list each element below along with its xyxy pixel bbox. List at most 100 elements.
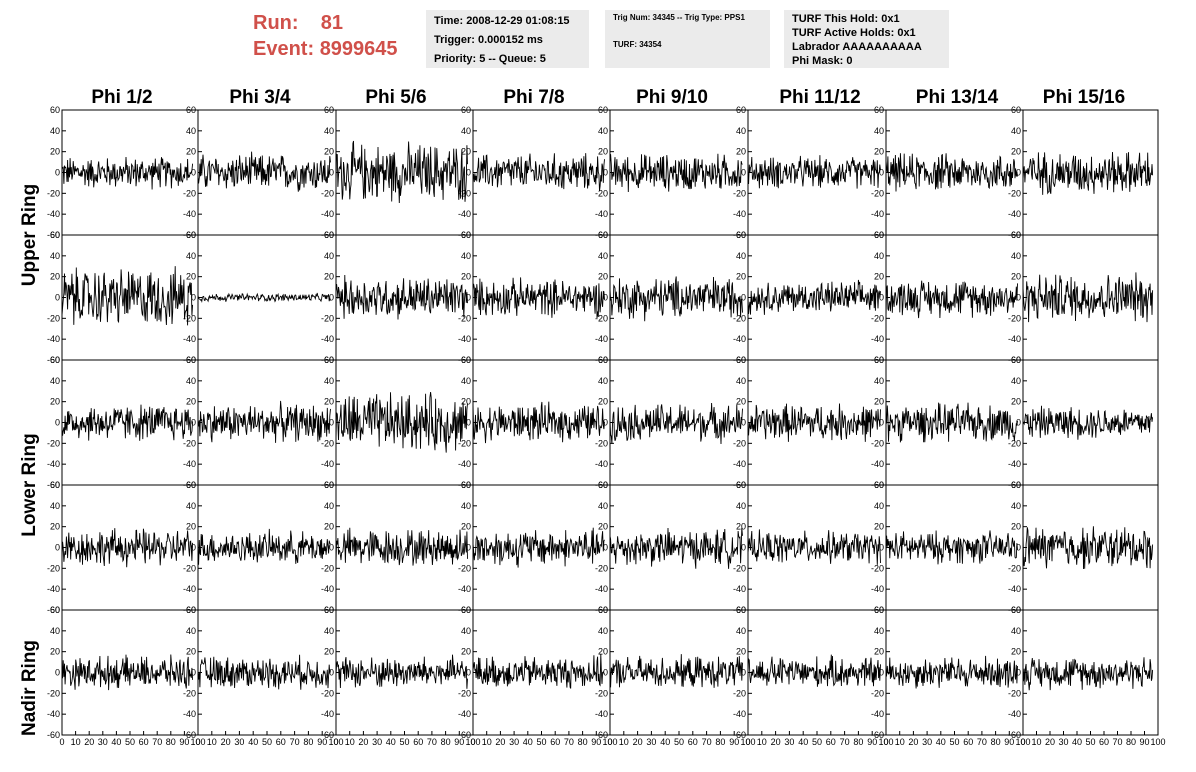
x-tick-label: 90 [729, 737, 739, 747]
y-tick-label: 40 [50, 626, 60, 636]
y-tick-label: 60 [186, 480, 196, 490]
x-tick-label: 80 [991, 737, 1001, 747]
y-tick-label: 20 [736, 522, 746, 532]
y-tick-label: -40 [1008, 209, 1021, 219]
x-tick-label: 40 [111, 737, 121, 747]
y-tick-label: 60 [1011, 230, 1021, 240]
x-tick-label: 70 [290, 737, 300, 747]
turf-active-holds-text: TURF Active Holds: 0x1 [792, 27, 916, 39]
y-tick-label: 0 [879, 293, 884, 303]
y-tick-label: 60 [50, 355, 60, 365]
y-tick-label: 60 [324, 355, 334, 365]
y-tick-label: 20 [186, 147, 196, 157]
y-tick-label: -40 [47, 584, 60, 594]
y-tick-label: -40 [595, 334, 608, 344]
y-tick-label: -40 [321, 334, 334, 344]
y-tick-label: 0 [329, 668, 334, 678]
y-tick-label: 40 [598, 626, 608, 636]
x-tick-label: 0 [745, 737, 750, 747]
y-tick-label: 60 [736, 480, 746, 490]
y-tick-label: 0 [191, 418, 196, 428]
x-tick-label: 80 [441, 737, 451, 747]
y-tick-label: -20 [871, 313, 884, 323]
y-tick-label: 20 [1011, 397, 1021, 407]
y-tick-label: 60 [50, 605, 60, 615]
y-tick-label: -20 [733, 563, 746, 573]
y-tick-label: 20 [50, 147, 60, 157]
y-tick-label: -20 [1008, 688, 1021, 698]
waveform-trace [472, 653, 605, 689]
y-tick-label: 20 [874, 522, 884, 532]
y-tick-label: 20 [50, 272, 60, 282]
y-tick-label: -20 [47, 188, 60, 198]
phi-label-11-12: Phi 11/12 [779, 87, 861, 108]
y-tick-label: 20 [324, 647, 334, 657]
y-tick-label: 0 [879, 168, 884, 178]
y-tick-label: 40 [186, 626, 196, 636]
y-tick-label: 0 [55, 418, 60, 428]
y-tick-label: 20 [598, 147, 608, 157]
y-tick-label: 60 [874, 355, 884, 365]
waveform-trace [472, 153, 605, 192]
trig-num-text: Trig Num: 34345 -- Trig Type: PPS1 [613, 13, 745, 22]
y-tick-label: -20 [733, 438, 746, 448]
y-tick-label: 0 [329, 168, 334, 178]
trigger-info-box: Trig Num: 34345 -- Trig Type: PPS1 TURF:… [605, 10, 770, 68]
y-tick-label: 0 [329, 543, 334, 553]
y-tick-label: 20 [461, 647, 471, 657]
y-tick-label: -20 [47, 688, 60, 698]
y-tick-label: -20 [871, 438, 884, 448]
y-tick-label: 60 [461, 105, 471, 115]
y-tick-label: 20 [324, 522, 334, 532]
y-tick-label: 0 [603, 668, 608, 678]
y-tick-label: 0 [191, 668, 196, 678]
x-tick-label: 20 [908, 737, 918, 747]
y-tick-label: -40 [321, 584, 334, 594]
y-tick-label: 0 [603, 168, 608, 178]
x-tick-label: 70 [564, 737, 574, 747]
y-tick-label: 60 [461, 230, 471, 240]
y-tick-label: -40 [733, 709, 746, 719]
y-tick-label: -20 [183, 438, 196, 448]
x-tick-label: 80 [853, 737, 863, 747]
y-tick-label: 0 [603, 418, 608, 428]
x-tick-label: 60 [550, 737, 560, 747]
x-tick-label: 10 [207, 737, 217, 747]
y-tick-label: -40 [183, 459, 196, 469]
y-tick-label: 0 [55, 293, 60, 303]
y-tick-label: -40 [183, 709, 196, 719]
x-tick-label: 30 [784, 737, 794, 747]
y-tick-label: 40 [1011, 626, 1021, 636]
y-tick-label: -20 [595, 188, 608, 198]
phi-label-1-2: Phi 1/2 [91, 87, 153, 108]
y-tick-label: 40 [186, 126, 196, 136]
x-tick-label: 40 [1072, 737, 1082, 747]
y-tick-label: -20 [321, 688, 334, 698]
x-tick-label: 30 [922, 737, 932, 747]
waveform-trace [1022, 405, 1154, 440]
y-tick-label: -40 [871, 209, 884, 219]
timing-info-box: Time: 2008-12-29 01:08:15 Trigger: 0.000… [426, 10, 589, 68]
y-tick-label: 20 [324, 147, 334, 157]
y-tick-label: 40 [50, 251, 60, 261]
x-tick-label: 0 [1020, 737, 1025, 747]
y-tick-label: 60 [736, 105, 746, 115]
y-tick-label: 0 [191, 543, 196, 553]
y-tick-label: 60 [874, 480, 884, 490]
waveform-trace [885, 153, 1018, 192]
y-tick-label: 20 [324, 397, 334, 407]
y-tick-label: -20 [183, 563, 196, 573]
y-tick-label: 20 [186, 397, 196, 407]
y-tick-label: -40 [733, 334, 746, 344]
y-tick-label: 40 [1011, 376, 1021, 386]
y-tick-label: -40 [1008, 709, 1021, 719]
y-tick-label: 40 [50, 376, 60, 386]
